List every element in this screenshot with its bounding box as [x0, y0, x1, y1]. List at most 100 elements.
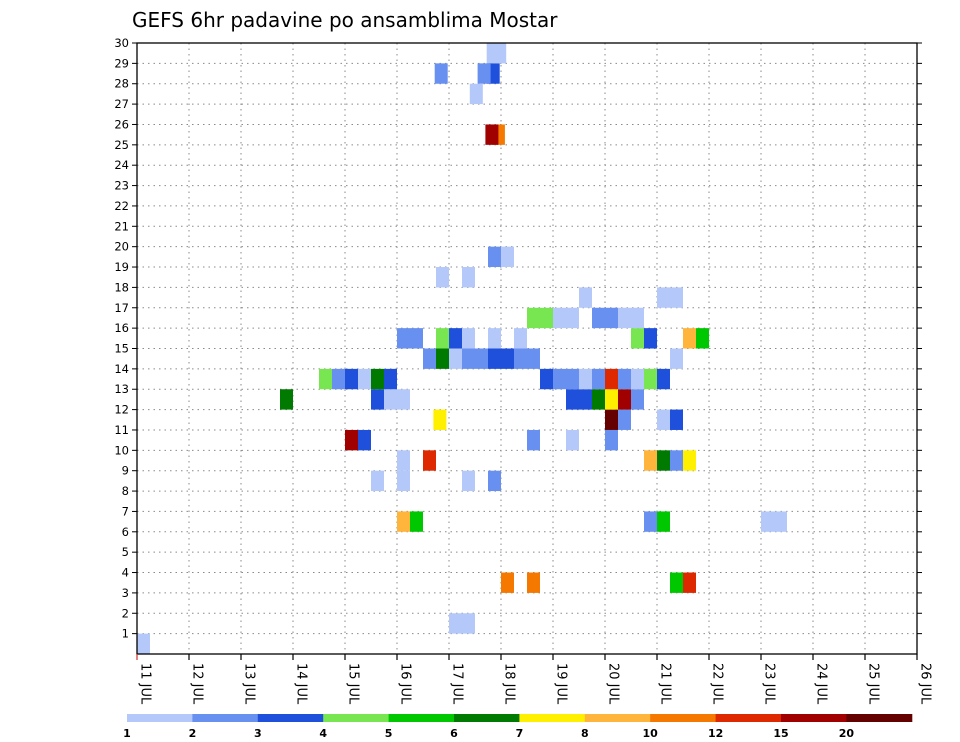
- x-tick-label: 13 JUL: [242, 663, 257, 705]
- precip-cell: [605, 307, 618, 329]
- precip-cell: [527, 307, 540, 329]
- legend-label: 5: [385, 727, 393, 740]
- precip-cell: [397, 470, 410, 492]
- y-tick-label: 30: [114, 36, 129, 50]
- precip-cell: [462, 470, 475, 492]
- y-tick-label: 12: [114, 403, 129, 417]
- precip-cell: [358, 368, 371, 390]
- precip-cell: [631, 389, 644, 410]
- legend-label: 20: [839, 727, 855, 740]
- precip-cell: [514, 348, 527, 369]
- precip-cell: [384, 368, 397, 390]
- precip-cell: [761, 511, 774, 532]
- precip-cell: [605, 389, 618, 410]
- precip-cell: [657, 287, 670, 308]
- precip-cell: [345, 368, 358, 390]
- precip-cell: [488, 348, 501, 369]
- precip-cell: [423, 450, 436, 471]
- precip-cell: [657, 450, 670, 471]
- legend-label: 6: [450, 727, 458, 740]
- y-tick-label: 25: [114, 138, 129, 152]
- precip-cell: [501, 246, 514, 268]
- precip-cell: [618, 409, 631, 430]
- x-tick-label: 15 JUL: [346, 663, 361, 705]
- legend-swatch: [715, 714, 782, 722]
- precip-cell: [493, 43, 507, 64]
- precip-cell: [644, 511, 657, 532]
- x-tick-label: 14 JUL: [294, 663, 309, 705]
- legend-label: 7: [516, 727, 524, 740]
- precip-cell: [434, 63, 448, 84]
- precip-cell: [657, 368, 670, 390]
- y-tick-label: 28: [114, 77, 129, 91]
- precip-cell: [488, 246, 501, 268]
- chart-title: GEFS 6hr padavine po ansamblima Mostar: [132, 8, 558, 32]
- precip-cell: [371, 470, 384, 492]
- x-tick-label: 22 JUL: [710, 663, 725, 705]
- precip-cell: [397, 511, 410, 532]
- legend-swatch: [388, 714, 455, 722]
- precip-cell: [540, 368, 553, 390]
- precip-cell: [501, 348, 514, 369]
- precip-cell: [436, 267, 449, 288]
- y-tick-label: 24: [114, 158, 129, 172]
- precip-cell: [631, 328, 644, 349]
- precip-cell: [553, 307, 566, 329]
- precip-cell: [345, 429, 358, 451]
- legend-label: 4: [319, 727, 327, 740]
- y-tick-label: 9: [122, 464, 129, 478]
- precip-cell: [485, 124, 499, 145]
- y-tick-label: 22: [114, 199, 129, 213]
- precip-cell: [540, 307, 553, 329]
- y-tick-label: 14: [114, 362, 129, 376]
- precip-cell: [436, 328, 449, 349]
- precip-cell: [332, 368, 345, 390]
- precip-cell: [605, 429, 618, 451]
- legend-swatch: [519, 714, 586, 722]
- precip-cell: [488, 328, 501, 349]
- x-tick-label: 17 JUL: [450, 663, 465, 705]
- x-tick-label: 12 JUL: [190, 663, 205, 705]
- precip-cell: [449, 328, 462, 349]
- legend-label: 10: [643, 727, 659, 740]
- precip-cell: [488, 470, 501, 492]
- precip-cell: [670, 348, 683, 369]
- y-tick-label: 29: [114, 56, 129, 70]
- x-tick-label: 21 JUL: [658, 663, 673, 705]
- precip-cell: [397, 450, 410, 471]
- precip-cell: [670, 409, 683, 430]
- precip-cell: [436, 348, 449, 369]
- precip-cell: [280, 389, 293, 410]
- precip-cell: [410, 328, 423, 349]
- legend-swatch: [584, 714, 651, 722]
- legend-label: 2: [189, 727, 197, 740]
- legend-label: 12: [708, 727, 723, 740]
- precip-cell: [566, 429, 579, 451]
- precip-cell: [475, 348, 488, 369]
- precip-cell: [358, 429, 371, 451]
- precip-cell: [469, 83, 483, 105]
- y-tick-label: 21: [114, 219, 129, 233]
- precip-cell: [514, 328, 527, 349]
- precip-cell: [566, 307, 579, 329]
- precip-cell: [371, 368, 384, 390]
- precip-cell: [631, 307, 644, 329]
- precip-cell: [410, 511, 423, 532]
- y-tick-label: 8: [122, 484, 129, 498]
- precip-cell: [579, 389, 592, 410]
- precip-cell: [696, 328, 709, 349]
- precip-cell: [397, 328, 410, 349]
- x-tick-label: 16 JUL: [398, 663, 413, 705]
- precip-cell: [477, 63, 491, 84]
- y-tick-label: 26: [114, 117, 129, 131]
- precip-cell: [449, 613, 462, 634]
- precip-cell: [137, 633, 150, 654]
- precip-cell: [644, 450, 657, 471]
- x-tick-label: 25 JUL: [866, 663, 881, 705]
- y-tick-label: 1: [122, 627, 129, 641]
- x-tick-label: 20 JUL: [606, 663, 621, 705]
- color-legend: 1 2 3 4 5 6 7 8 10 12 15 20: [123, 714, 913, 740]
- y-tick-label: 2: [122, 606, 129, 620]
- precip-cell: [644, 368, 657, 390]
- precip-cell: [618, 307, 631, 329]
